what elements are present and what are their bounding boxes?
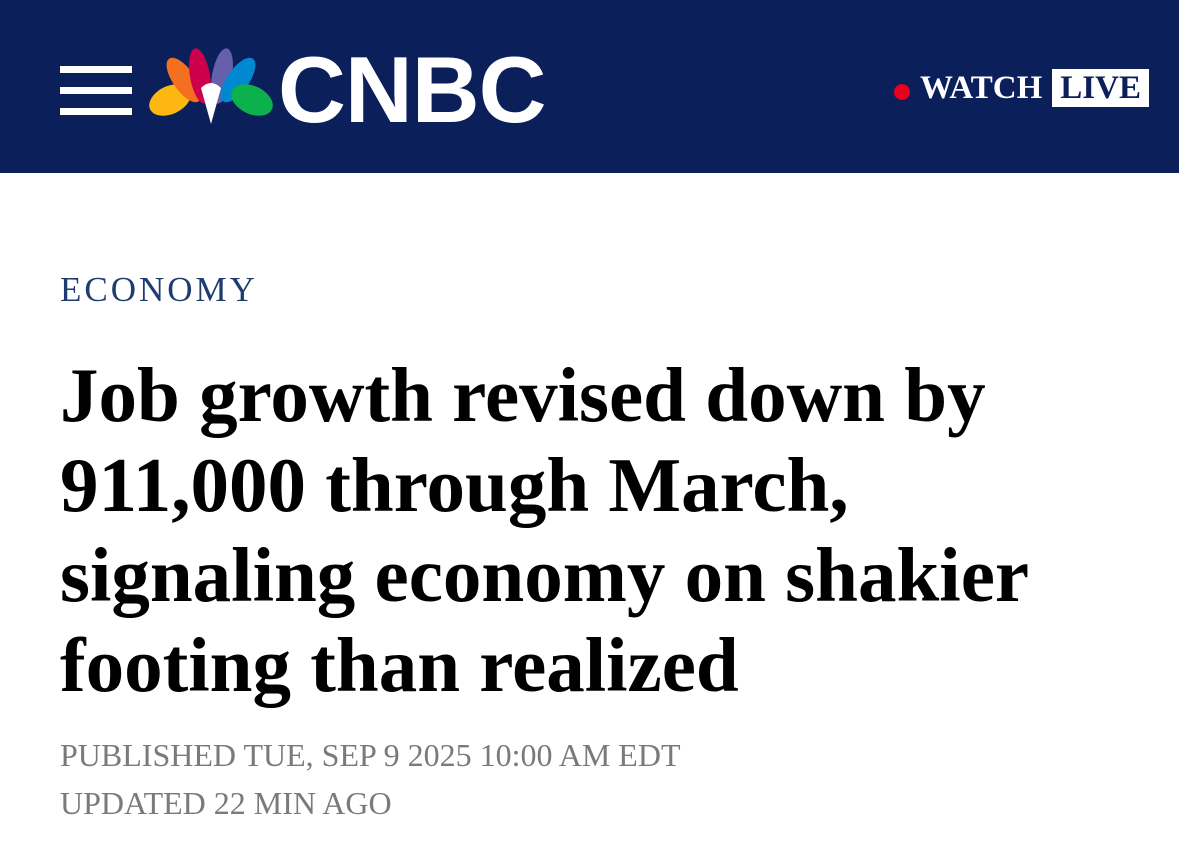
published-date: PUBLISHED TUE, SEP 9 2025 10:00 AM EDT xyxy=(60,737,681,773)
logo[interactable]: CNBC xyxy=(278,37,547,142)
live-label: LIVE xyxy=(1052,69,1149,107)
live-dot xyxy=(894,84,911,100)
watch-label: WATCH xyxy=(920,69,1043,106)
headline: Job growth revised down by 911,000 throu… xyxy=(60,352,1028,708)
watch-live[interactable]: WATCH LIVE xyxy=(894,69,1149,107)
menu-button[interactable] xyxy=(60,66,132,116)
section-link[interactable]: ECONOMY xyxy=(60,270,258,309)
updated-time: UPDATED 22 MIN AGO xyxy=(60,785,392,821)
peacock-icon xyxy=(149,48,273,124)
top-bar: CNBC WATCH LIVE xyxy=(0,0,1179,173)
